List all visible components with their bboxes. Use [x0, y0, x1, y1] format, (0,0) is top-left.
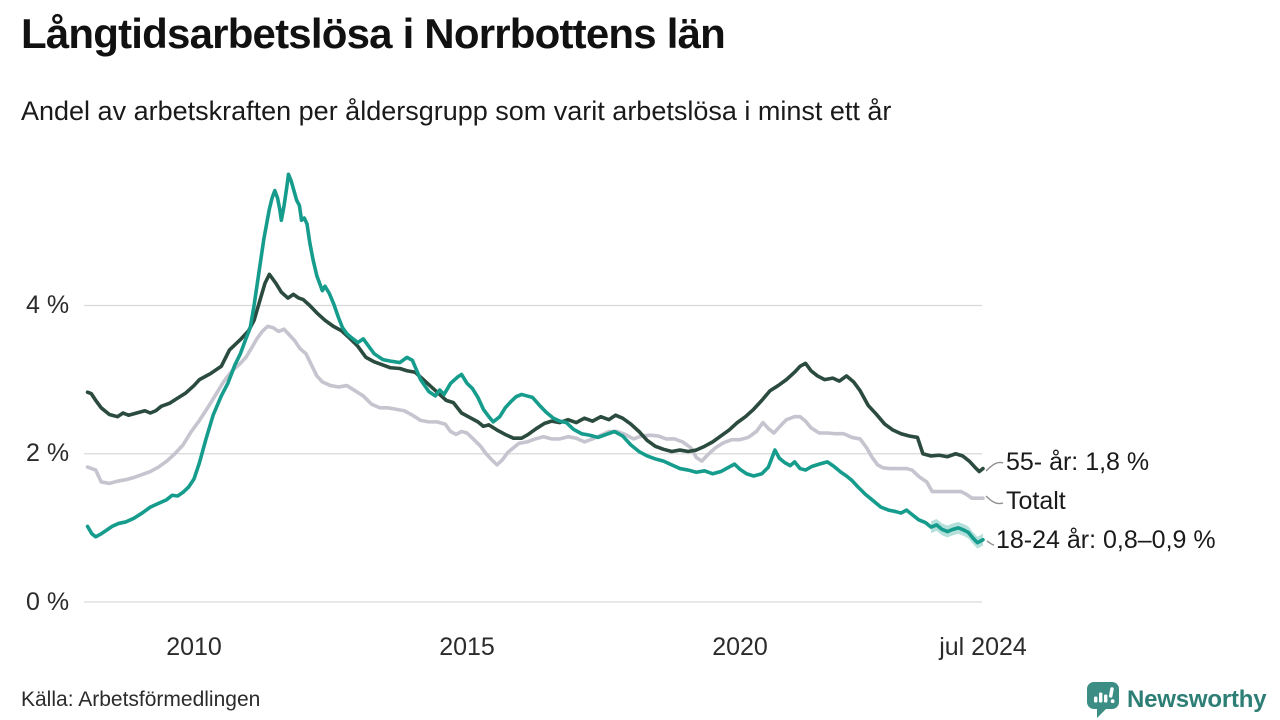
series-end-label-totalt: Totalt — [1006, 487, 1066, 515]
brand-lockup: Newsworthy — [1087, 682, 1267, 718]
series-end-label-55-ar: 55- år: 1,8 % — [1006, 448, 1150, 476]
x-axis-tick-2015: 2015 — [439, 633, 495, 661]
brand-name: Newsworthy — [1127, 686, 1267, 713]
y-axis-tick-4pct: 4 % — [26, 291, 70, 319]
chart-subtitle: Andel av arbetskraften per åldersgrupp s… — [21, 96, 892, 126]
source-note: Källa: Arbetsförmedlingen — [21, 688, 261, 711]
series-end-label-18-24-ar: 18-24 år: 0,8–0,9 % — [996, 526, 1216, 554]
x-axis-tick-2020: 2020 — [712, 633, 768, 661]
x-axis-tick-jul-2024: jul 2024 — [939, 633, 1027, 661]
y-axis-tick-2pct: 2 % — [26, 439, 70, 467]
y-axis-tick-0pct: 0 % — [26, 588, 70, 616]
page-title: Långtidsarbetslösa i Norrbottens län — [21, 10, 726, 57]
x-axis-tick-2010: 2010 — [166, 633, 222, 661]
newsworthy-logo-icon — [1087, 682, 1120, 718]
